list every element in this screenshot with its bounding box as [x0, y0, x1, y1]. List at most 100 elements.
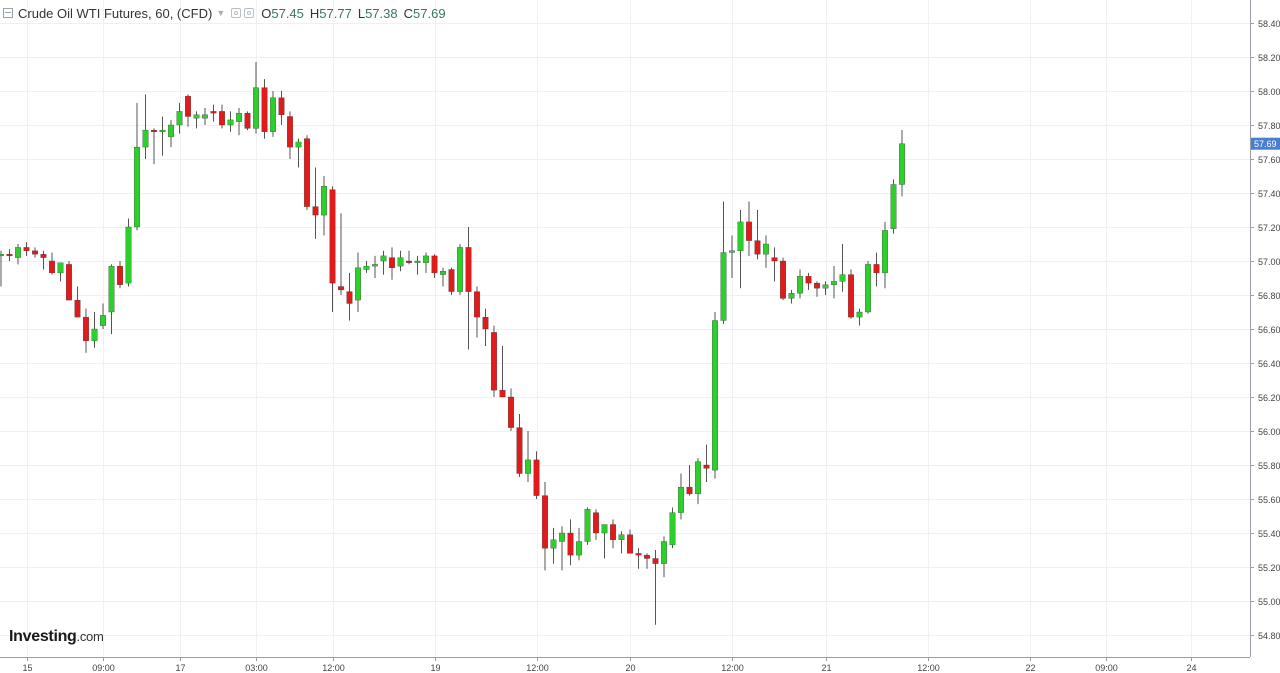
candle-body [584, 509, 591, 542]
candle-body [100, 315, 106, 326]
candle [15, 244, 21, 265]
candle-body [780, 260, 786, 299]
candle [338, 213, 344, 295]
chevron-down-icon[interactable]: ▼ [216, 8, 226, 18]
candle-body [644, 554, 650, 559]
x-tick-label: 21 [821, 663, 831, 673]
candle-body [831, 281, 837, 285]
candle-body [423, 255, 429, 263]
candle-body [346, 291, 353, 304]
candle-body [525, 459, 531, 474]
candle [329, 186, 336, 312]
candle-body [253, 87, 259, 129]
candle-body [678, 486, 684, 513]
candle [380, 250, 387, 275]
candle-body [278, 97, 285, 115]
candle-body [712, 320, 718, 471]
y-tick-label: 58.00 [1258, 87, 1280, 97]
candle-body [771, 257, 778, 262]
candle [168, 119, 174, 148]
candle-body [797, 276, 803, 294]
candle-body [457, 247, 463, 292]
candle [253, 62, 259, 134]
candle-body [865, 264, 871, 313]
candle [355, 252, 361, 312]
investing-logo: Investing.com [9, 628, 104, 646]
candle [100, 303, 106, 329]
candle [287, 111, 293, 159]
candle-body [882, 230, 888, 274]
candle-body [0, 254, 4, 257]
candle [491, 325, 497, 397]
instrument-title[interactable]: Crude Oil WTI Futures, 60, (CFD) [18, 5, 213, 21]
y-tick-label: 57.20 [1258, 223, 1280, 233]
candle [771, 247, 778, 282]
candle [6, 249, 13, 261]
candle [652, 550, 659, 625]
candle-body [185, 95, 191, 117]
candle-body [873, 264, 880, 274]
candle-body [610, 524, 616, 540]
candle [542, 482, 548, 571]
x-tick-label: 09:00 [1095, 663, 1118, 673]
time-axis[interactable]: 15 09:00 17 03:00 12:00 19 12:00 20 12:00 21 12:00… [0, 657, 1250, 673]
candle [576, 527, 582, 561]
x-tick-label: 09:00 [92, 663, 115, 673]
candle [304, 135, 310, 210]
candle-body [754, 240, 761, 255]
candle [210, 104, 217, 122]
x-tick-label: 15 [22, 663, 32, 673]
candle-body [406, 260, 412, 263]
candle [678, 473, 684, 520]
candle-body [465, 247, 472, 292]
y-tick-label: 56.20 [1258, 393, 1280, 403]
candle [890, 179, 897, 234]
candle [882, 221, 888, 289]
y-tick-label: 55.60 [1258, 495, 1280, 505]
high-value: 57.77 [319, 5, 352, 21]
settings-icon[interactable] [231, 8, 242, 18]
collapse-icon[interactable] [3, 8, 13, 18]
candle-body [372, 264, 378, 267]
candle-body [814, 282, 820, 289]
x-tick-label: 17 [175, 663, 185, 673]
candle-body [355, 267, 361, 301]
candle-body [542, 495, 548, 549]
y-tick-label: 55.80 [1258, 461, 1280, 471]
candle-body [227, 119, 234, 126]
candle [788, 289, 795, 304]
candle-body [83, 316, 89, 342]
candle [703, 444, 710, 482]
candle-body [618, 534, 625, 540]
candle-body [440, 271, 446, 275]
candle [610, 519, 616, 549]
x-tick-label: 03:00 [245, 663, 268, 673]
x-tick-label: 12:00 [322, 663, 345, 673]
y-tick-label: 56.40 [1258, 359, 1280, 369]
candle [312, 167, 319, 239]
source-icon[interactable] [244, 8, 255, 18]
candle-body [176, 111, 183, 126]
price-axis[interactable]: 58.40 58.20 58.00 57.80 57.60 57.40 57.20 57.00… [1250, 0, 1280, 657]
candle-body [550, 539, 557, 549]
x-tick-label: 24 [1186, 663, 1196, 673]
candle-body [652, 558, 659, 564]
candle-body [91, 328, 98, 342]
candle-body [15, 247, 21, 258]
candle [219, 104, 225, 129]
candle-body [219, 111, 225, 126]
y-tick-label: 58.40 [1258, 19, 1280, 29]
candle-body [397, 257, 404, 267]
candles [0, 62, 905, 625]
candle [270, 91, 276, 137]
candle-body [720, 252, 727, 321]
candle [499, 346, 506, 398]
x-tick-label: 20 [625, 663, 635, 673]
candle-body [193, 114, 200, 119]
candle [74, 286, 81, 318]
candle [363, 261, 370, 273]
candle [117, 261, 123, 289]
candle-body [848, 274, 854, 318]
candle-body [159, 129, 166, 132]
